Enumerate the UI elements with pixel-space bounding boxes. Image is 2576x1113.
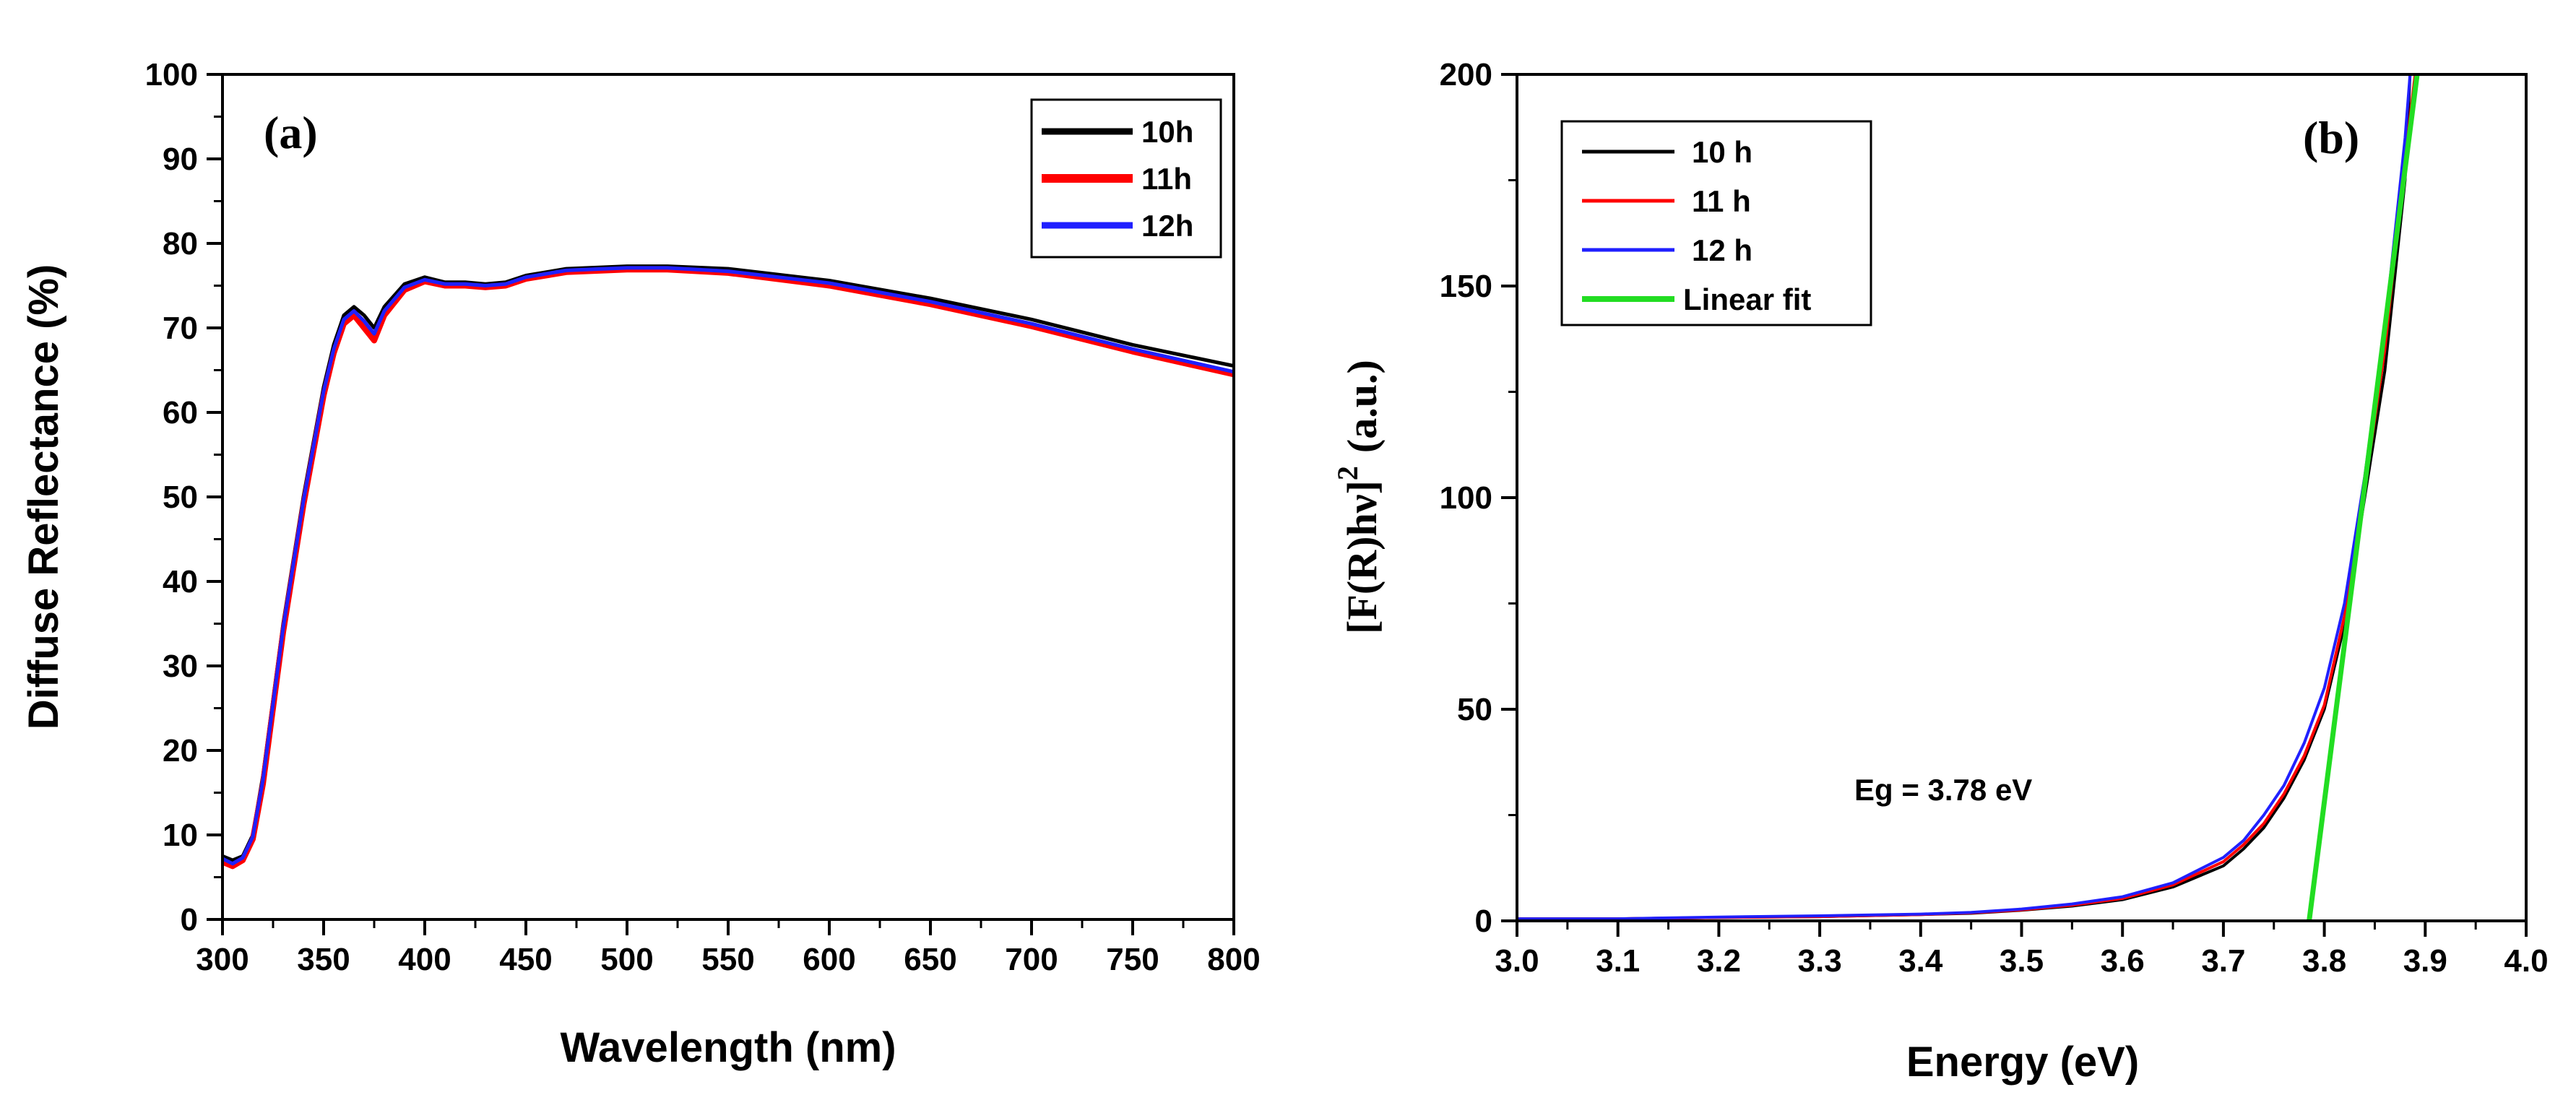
panel-a-y-tick-label: 80 — [163, 226, 198, 261]
panel-b-y-tick-label: 0 — [1475, 904, 1492, 939]
panel-b-y-axis-label-superscript: 2 — [1331, 466, 1364, 480]
panel-b-x-tick-label: 3.9 — [2403, 943, 2447, 979]
panel-a-y-tick-label: 60 — [163, 395, 198, 430]
panel-a-y-tick-label: 10 — [163, 818, 198, 853]
panel-b-x-tick-labels: 3.0 3.1 3.2 3.3 3.4 3.5 3.6 3.7 3.8 3.9 4.0 — [1495, 943, 2548, 979]
panel-b-legend-label-11h: 11 h — [1692, 184, 1751, 218]
panel-a-legend-label-10h: 10h — [1141, 115, 1193, 149]
panel-b-x-tick-label: 4.0 — [2504, 943, 2548, 979]
panel-b-y-axis-label: [F(R)hν]2 (a.u.) — [1331, 360, 1386, 634]
panel-b-label: (b) — [2303, 112, 2359, 163]
panel-a-x-tick-label: 500 — [600, 942, 653, 977]
panel-b-x-tick-label: 3.6 — [2101, 943, 2145, 979]
panel-a-ticks — [207, 73, 1235, 935]
panel-a-y-tick-label: 0 — [181, 902, 198, 937]
panel-b-y-axis-label-main: [F(R)hν] — [1339, 480, 1386, 634]
panel-b-x-tick-label: 3.1 — [1596, 943, 1640, 979]
panel-b-y-tick-label: 50 — [1457, 692, 1492, 727]
panel-a-y-tick-labels: 0 10 20 30 40 50 60 70 80 90 100 — [145, 57, 198, 937]
panel-a-label: (a) — [264, 107, 318, 158]
panel-b-legend-label-10h: 10 h — [1692, 135, 1752, 169]
panel-a-x-tick-label: 700 — [1005, 942, 1058, 977]
panel-b-legend: 10 h 11 h 12 h Linear fit — [1560, 120, 1872, 326]
panel-a-x-tick-label: 300 — [196, 942, 248, 977]
panel-a-x-tick-labels: 300 350 400 450 500 550 600 650 700 750 800 — [196, 942, 1260, 977]
panel-a-x-tick-label: 350 — [297, 942, 350, 977]
panel-b-legend-label-12h: 12 h — [1692, 233, 1752, 267]
panel-a-x-axis-label: Wavelength (nm) — [560, 1024, 896, 1071]
panel-a-series — [222, 264, 1234, 870]
panel-b: 3.0 3.1 3.2 3.3 3.4 3.5 3.6 3.7 3.8 3.9 4.0 0 50 100… — [1331, 57, 2549, 1086]
panel-b-x-axis-label: Energy (eV) — [1906, 1039, 2139, 1086]
panel-a-x-tick-label: 600 — [803, 942, 855, 977]
panel-a-x-tick-label: 650 — [904, 942, 956, 977]
panel-b-x-tick-label: 3.3 — [1798, 943, 1842, 979]
panel-b-legend-label-linear-fit: Linear fit — [1683, 282, 1811, 316]
panel-b-series-line-linear-fit — [2307, 74, 2420, 921]
svg-text:[F(R)hν]2(a.u.): [F(R)hν]2 (a.u.) — [1331, 360, 1386, 634]
panel-a-legend-label-11h: 11h — [1141, 162, 1192, 196]
panel-a-x-tick-label: 450 — [499, 942, 552, 977]
panel-b-y-tick-labels: 0 50 100 150 200 — [1440, 57, 1492, 939]
panel-b-x-tick-label: 3.4 — [1898, 943, 1943, 979]
panel-a-legend-label-12h: 12h — [1141, 209, 1193, 243]
panel-b-y-tick-label: 200 — [1440, 57, 1492, 92]
panel-a-y-tick-label: 20 — [163, 733, 198, 768]
panel-a-x-tick-label: 400 — [398, 942, 451, 977]
panel-b-ticks — [1501, 73, 2528, 937]
panel-b-x-tick-label: 3.2 — [1697, 943, 1741, 979]
panel-a-y-tick-label: 70 — [163, 311, 198, 346]
panel-b-legend-box — [1560, 120, 1872, 326]
panel-b-x-tick-label: 3.5 — [2000, 943, 2044, 979]
panel-a-y-tick-label: 100 — [145, 57, 198, 92]
panel-b-series — [1517, 74, 2420, 921]
panel-a-y-tick-label: 40 — [163, 564, 198, 599]
panel-a-legend: 10h 11h 12h — [1030, 98, 1222, 259]
panel-a-x-tick-label: 800 — [1207, 942, 1260, 977]
panel-a-y-tick-label: 90 — [163, 142, 198, 177]
panel-b-y-axis-label-unit: (a.u.) — [1339, 360, 1386, 453]
panel-b-x-tick-label: 3.7 — [2201, 943, 2245, 979]
panel-b-x-tick-label: 3.0 — [1495, 943, 1539, 979]
panel-a-x-tick-label: 550 — [701, 942, 754, 977]
panel-a-series-line-12h — [222, 266, 1234, 866]
panel-b-x-tick-label: 3.8 — [2302, 943, 2346, 979]
panel-a-y-axis-label: Diffuse Reflectance (%) — [20, 264, 67, 730]
panel-b-bandgap-annotation: Eg = 3.78 eV — [1854, 773, 2032, 807]
panel-a-y-tick-label: 50 — [163, 480, 198, 515]
panel-a-y-tick-label: 30 — [163, 649, 198, 684]
panel-b-y-tick-label: 150 — [1440, 269, 1492, 304]
panel-b-y-tick-label: 100 — [1440, 480, 1492, 516]
panel-a: 300 350 400 450 500 550 600 650 700 750 800 0 10 20 3… — [20, 57, 1261, 1071]
panel-a-x-tick-label: 750 — [1106, 942, 1159, 977]
